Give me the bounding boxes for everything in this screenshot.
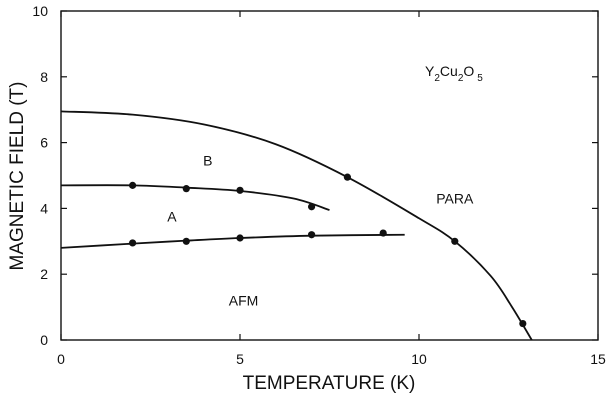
data-point [129, 181, 137, 189]
data-point [343, 173, 351, 181]
plot-frame [60, 10, 599, 341]
data-point [451, 237, 459, 245]
y-tick-label: 4 [40, 200, 48, 216]
compound-label: Y2Cu2O 5 [425, 63, 483, 84]
region-label: A [167, 209, 177, 225]
data-point [182, 185, 190, 193]
x-tick-label: 10 [411, 351, 427, 367]
phase-boundary-curve-3 [60, 110, 533, 341]
compound-sub-2: 2 [458, 73, 464, 84]
points-layer [129, 173, 527, 328]
x-tick-label: 15 [590, 351, 606, 367]
data-point [519, 319, 527, 328]
y-tick-label: 6 [40, 135, 48, 151]
data-point [182, 237, 190, 245]
x-tick-label: 0 [57, 351, 65, 367]
labels-layer: B A PARA AFM [167, 153, 474, 309]
data-point [379, 229, 387, 237]
region-label: B [203, 153, 212, 169]
compound-sub-1: 2 [434, 73, 440, 84]
x-tick-label: 5 [236, 351, 244, 367]
phase-boundary-curve-1 [60, 184, 330, 211]
compound-sub-3: 5 [477, 73, 483, 84]
data-point [129, 239, 137, 247]
x-axis-title: TEMPERATURE (K) [243, 373, 416, 394]
y-tick-label: 2 [40, 266, 48, 282]
data-point [236, 186, 244, 194]
data-point [308, 231, 316, 239]
phase-boundary-curve-2 [60, 233, 405, 249]
compound-base-3: O [463, 63, 474, 79]
compound-base-1: Y [425, 63, 435, 79]
data-point [236, 234, 244, 242]
region-label: PARA [436, 190, 474, 206]
data-point [308, 203, 316, 211]
y-tick-label: 0 [40, 332, 48, 348]
y-tick-label: 10 [32, 3, 48, 19]
compound-base-2: Cu [440, 63, 458, 79]
y-tick-label: 8 [40, 69, 48, 85]
y-axis-title: MAGNETIC FIELD (T) [7, 82, 28, 271]
region-label: AFM [229, 292, 259, 308]
curves-layer [60, 110, 533, 341]
